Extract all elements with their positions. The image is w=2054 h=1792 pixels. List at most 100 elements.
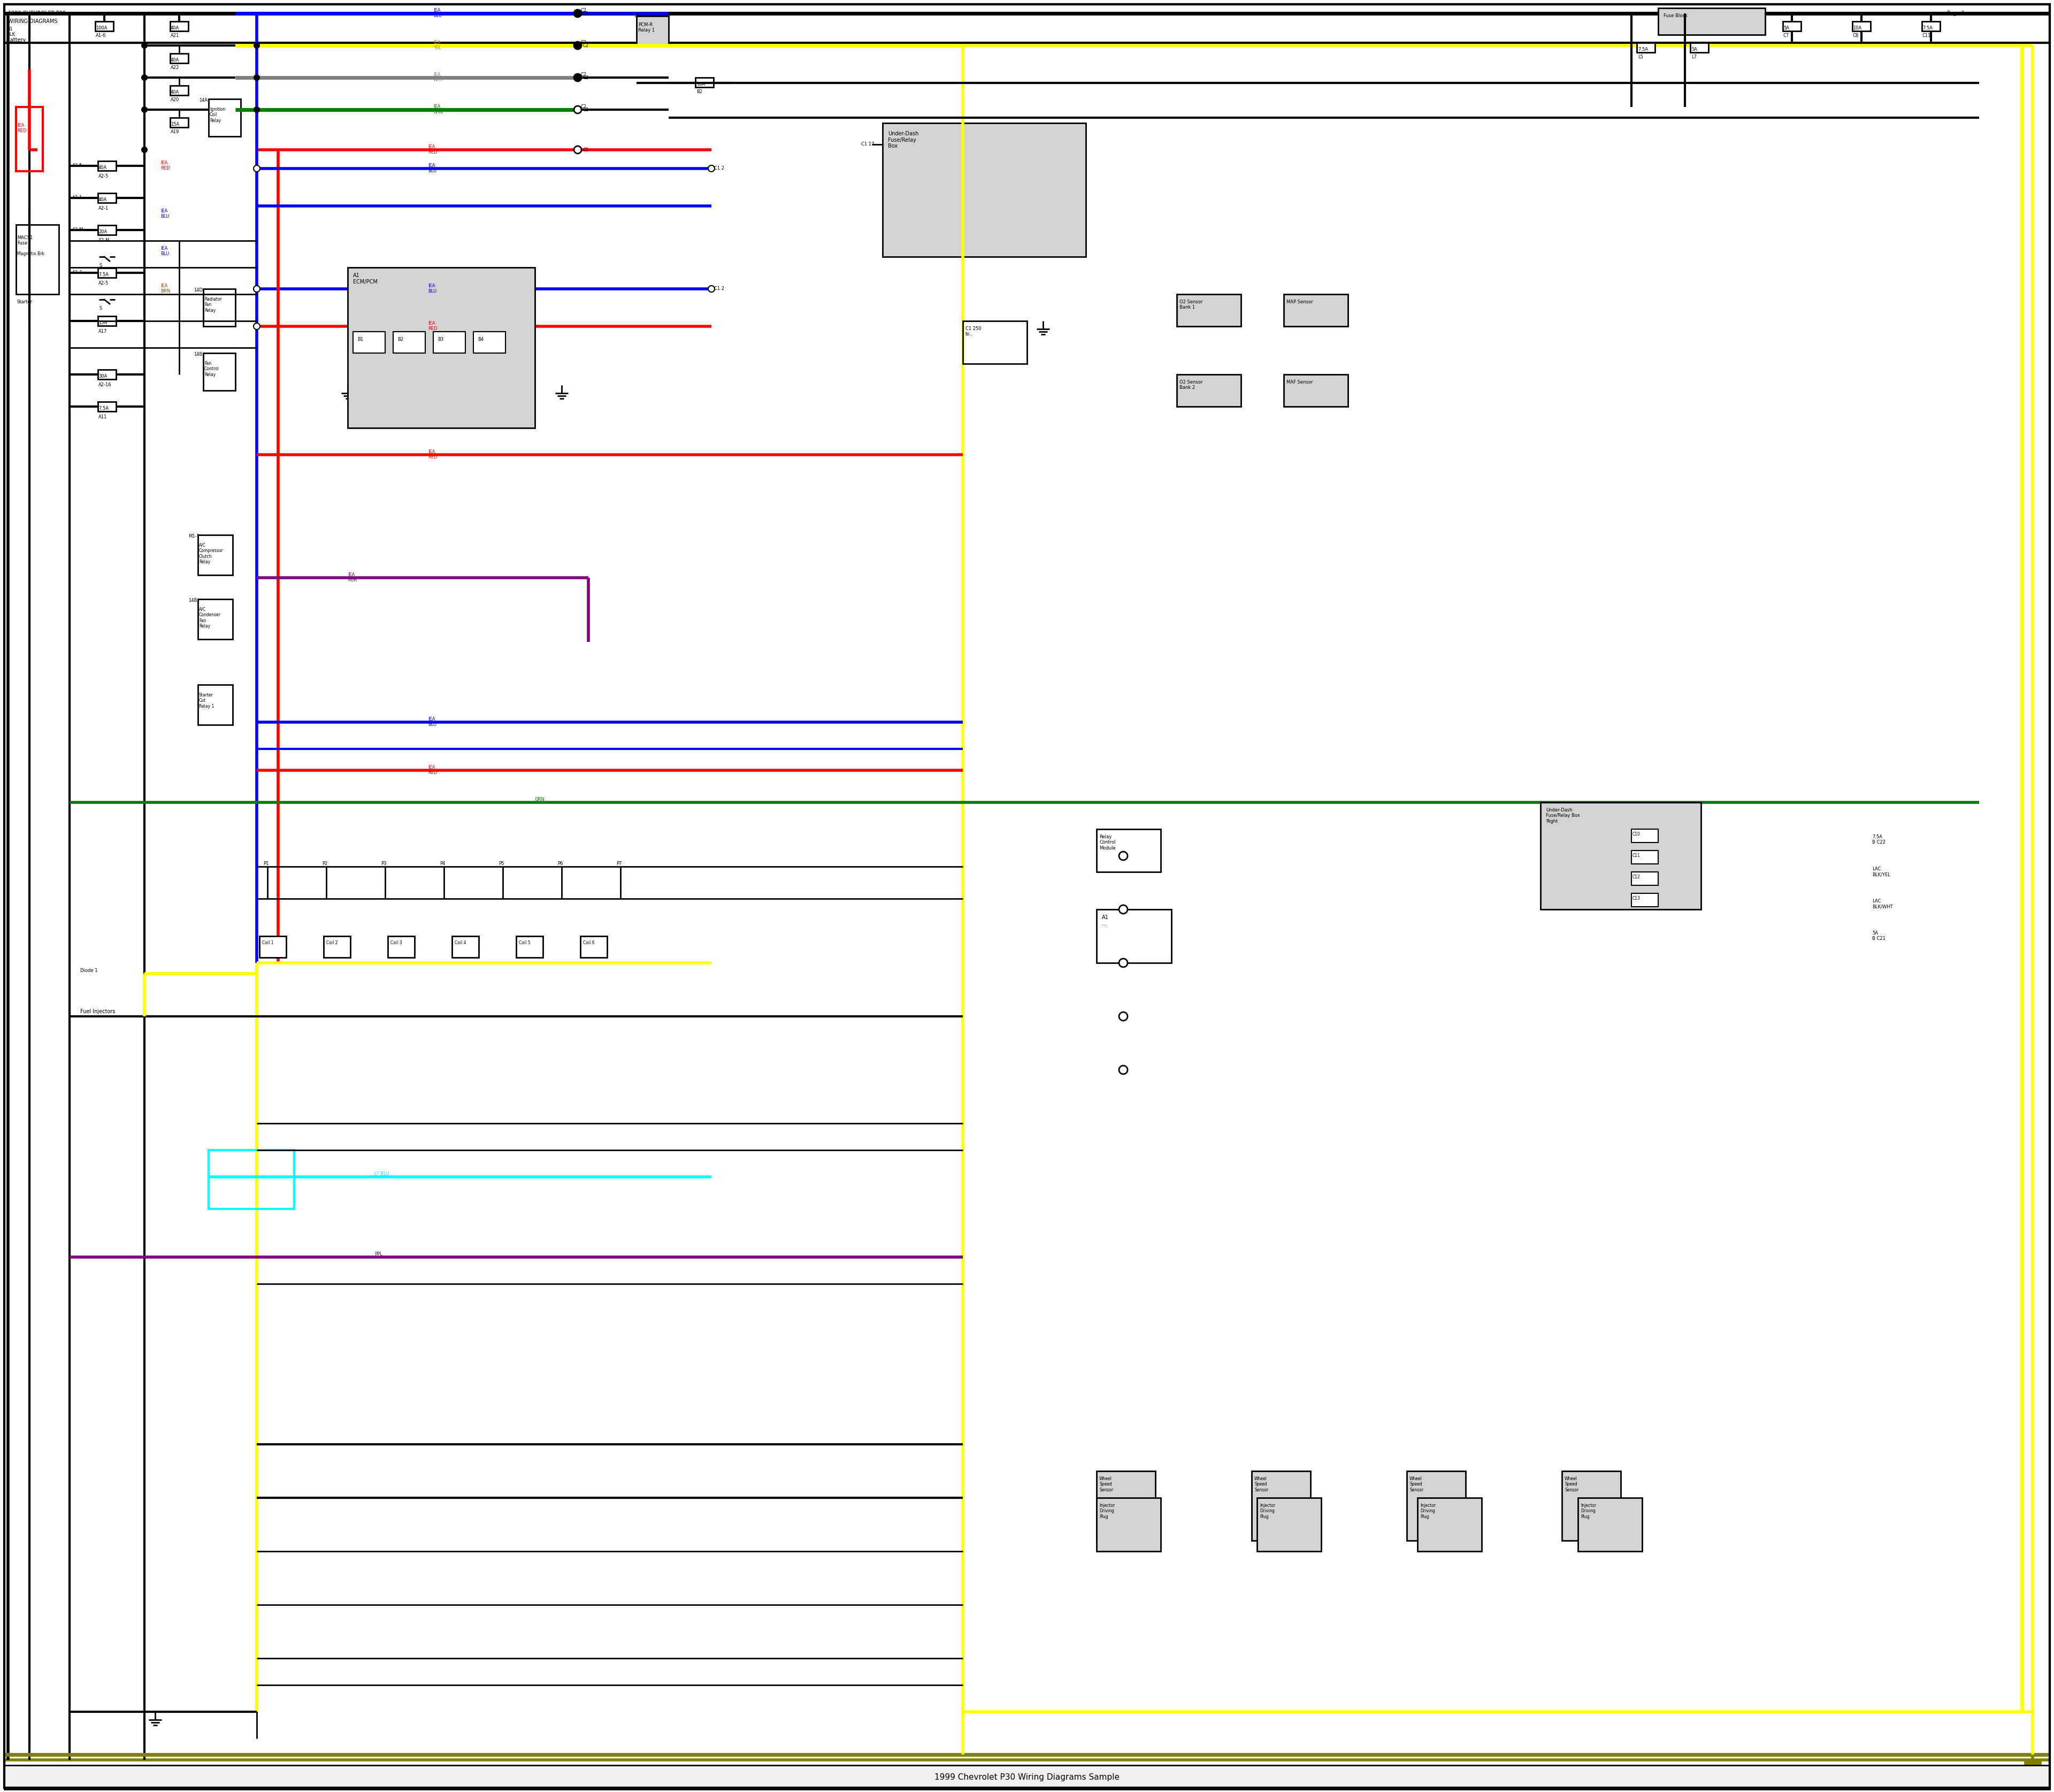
Text: 5A: 5A xyxy=(1690,47,1697,52)
Bar xyxy=(16,108,43,172)
Text: C2: C2 xyxy=(583,75,589,81)
Text: MACS1
Fuse: MACS1 Fuse xyxy=(16,235,33,246)
Bar xyxy=(1097,830,1161,873)
Text: 20A: 20A xyxy=(99,229,107,235)
Circle shape xyxy=(253,165,261,172)
Text: Coil 6: Coil 6 xyxy=(583,941,594,944)
Text: 40A: 40A xyxy=(170,25,179,30)
Circle shape xyxy=(253,285,261,292)
Text: IEA
BRN: IEA BRN xyxy=(160,283,170,294)
Text: 40A: 40A xyxy=(99,165,107,170)
Text: A19: A19 xyxy=(170,129,179,134)
Circle shape xyxy=(1119,959,1128,968)
Bar xyxy=(2025,1760,2040,1770)
Bar xyxy=(1257,1498,1321,1552)
Text: Relay
Control
Module: Relay Control Module xyxy=(1099,835,1115,851)
Text: Fuel Injectors: Fuel Injectors xyxy=(80,1009,115,1014)
Text: 7.5A: 7.5A xyxy=(1637,47,1647,52)
Bar xyxy=(259,935,286,957)
Circle shape xyxy=(142,147,148,152)
Bar xyxy=(516,935,542,957)
Text: IEA
RED: IEA RED xyxy=(427,145,438,154)
Circle shape xyxy=(573,41,581,48)
Text: MAF Sensor: MAF Sensor xyxy=(1286,380,1313,385)
Text: Magnetix Brk: Magnetix Brk xyxy=(16,251,45,256)
Text: Wheel
Speed
Sensor: Wheel Speed Sensor xyxy=(1255,1477,1267,1493)
Text: 7.5A: 7.5A xyxy=(1923,25,1933,30)
Text: IEA
RED: IEA RED xyxy=(427,765,438,776)
Bar xyxy=(1690,43,1709,52)
Text: C2: C2 xyxy=(581,104,585,109)
Text: A2-3: A2-3 xyxy=(72,271,82,274)
Bar xyxy=(433,332,466,353)
Text: C2: C2 xyxy=(583,43,589,48)
Bar xyxy=(325,935,351,957)
Bar xyxy=(1284,375,1347,407)
Bar xyxy=(210,1150,294,1210)
Bar xyxy=(1637,43,1656,52)
Text: IEA
RED: IEA RED xyxy=(427,321,438,332)
Bar xyxy=(170,22,189,30)
Text: 40A: 40A xyxy=(170,57,179,63)
Text: Coil 4: Coil 4 xyxy=(454,941,466,944)
Circle shape xyxy=(255,108,259,113)
Circle shape xyxy=(709,285,715,292)
Text: IEA
BLU: IEA BLU xyxy=(160,246,168,256)
Text: A17: A17 xyxy=(99,330,107,333)
Text: C1 2: C1 2 xyxy=(715,287,725,290)
Text: C2: C2 xyxy=(581,7,585,13)
Text: Radiator
Fan
Relay: Radiator Fan Relay xyxy=(203,297,222,314)
Text: L5: L5 xyxy=(635,13,639,18)
Text: A2-5: A2-5 xyxy=(99,281,109,285)
Text: IEA
BLU: IEA BLU xyxy=(427,283,438,294)
Text: Battery: Battery xyxy=(6,38,27,43)
Circle shape xyxy=(1119,851,1128,860)
Text: C11: C11 xyxy=(1923,34,1931,38)
Bar xyxy=(353,332,386,353)
Text: IEA
WHT: IEA WHT xyxy=(433,72,444,82)
Bar xyxy=(637,16,670,45)
Text: IEA
BLU: IEA BLU xyxy=(160,208,168,219)
Text: Injector
Driving
Plug: Injector Driving Plug xyxy=(1419,1503,1436,1520)
Bar xyxy=(1658,7,1764,34)
Circle shape xyxy=(573,145,581,154)
Text: A2-16: A2-16 xyxy=(99,382,111,387)
Text: IEA
YEL: IEA YEL xyxy=(433,39,442,50)
Text: LAC
BLK/YEL: LAC BLK/YEL xyxy=(1871,867,1890,876)
Text: 100A: 100A xyxy=(97,25,107,30)
Text: C8: C8 xyxy=(1853,34,1859,38)
Bar xyxy=(99,194,117,202)
Text: 10A: 10A xyxy=(1853,25,1861,30)
Text: Injector
Driving
Plug: Injector Driving Plug xyxy=(1582,1503,1596,1520)
Bar xyxy=(197,685,232,724)
Text: Starter: Starter xyxy=(16,299,33,305)
Bar xyxy=(1853,22,1871,30)
Text: A2-M: A2-M xyxy=(99,238,109,244)
Circle shape xyxy=(1119,1066,1128,1073)
Text: A1
ECM/PCM: A1 ECM/PCM xyxy=(353,272,378,285)
Bar xyxy=(170,54,189,63)
Text: LT BLU: LT BLU xyxy=(374,1172,388,1176)
Bar xyxy=(963,321,1027,364)
Text: C2: C2 xyxy=(583,108,589,113)
Bar xyxy=(210,99,240,136)
Text: 7.5A: 7.5A xyxy=(99,272,109,278)
Bar xyxy=(99,369,117,380)
Text: IEA
PUR: IEA PUR xyxy=(347,572,357,582)
Text: C11: C11 xyxy=(1633,853,1641,858)
Text: 5A
B C21: 5A B C21 xyxy=(1871,930,1886,941)
Text: H1
BLK: H1 BLK xyxy=(6,27,14,38)
Bar xyxy=(347,267,534,428)
Text: P3: P3 xyxy=(380,862,386,866)
Text: Under-Dash
Fuse/Relay
Box: Under-Dash Fuse/Relay Box xyxy=(887,131,918,149)
Circle shape xyxy=(575,11,581,16)
Bar xyxy=(197,536,232,575)
Text: A20: A20 xyxy=(170,97,179,102)
Text: A1
...: A1 ... xyxy=(1101,914,1109,926)
Text: IEA
RED: IEA RED xyxy=(427,450,438,461)
Text: O2 Sensor
Bank 1: O2 Sensor Bank 1 xyxy=(1179,299,1204,310)
Text: B2: B2 xyxy=(396,337,403,342)
Text: WIRING DIAGRAMS: WIRING DIAGRAMS xyxy=(8,18,58,23)
Bar xyxy=(94,22,113,30)
Text: B4: B4 xyxy=(479,337,483,342)
